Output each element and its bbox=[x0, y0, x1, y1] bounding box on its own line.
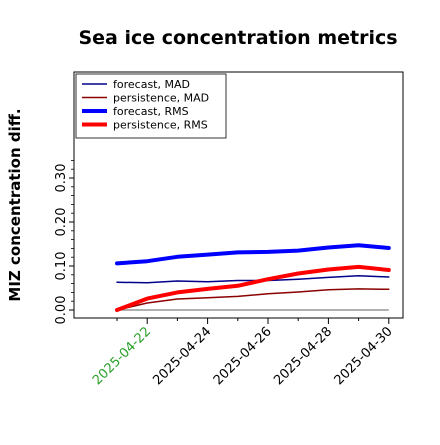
x-tick-label: 2025-04-26 bbox=[211, 324, 275, 388]
series-line-2 bbox=[115, 243, 391, 266]
series-line-3 bbox=[115, 264, 391, 312]
x-tick-label: 2025-04-22 bbox=[90, 324, 154, 388]
chart-title: Sea ice concentration metrics bbox=[78, 27, 397, 49]
y-tick-label: 0.10 bbox=[54, 252, 69, 281]
x-tick-label: 2025-04-30 bbox=[332, 324, 396, 388]
y-tick-label: 0.20 bbox=[54, 208, 69, 237]
y-tick-label: 0.00 bbox=[54, 296, 69, 325]
plot-frame bbox=[73, 71, 404, 319]
y-axis-label: MIZ concentration diff. bbox=[6, 108, 24, 301]
y-tick-label: 0.30 bbox=[54, 164, 69, 193]
x-tick-label: 2025-04-24 bbox=[150, 324, 214, 388]
legend-label: forecast, RMS bbox=[113, 105, 189, 118]
plot-area: 0.000.100.200.302025-04-222025-04-242025… bbox=[54, 71, 404, 388]
series-line-1 bbox=[116, 288, 390, 311]
legend-label: forecast, MAD bbox=[113, 78, 190, 91]
x-tick-label: 2025-04-28 bbox=[271, 324, 335, 388]
legend-label: persistence, RMS bbox=[113, 119, 208, 132]
legend-label: persistence, MAD bbox=[113, 92, 209, 105]
